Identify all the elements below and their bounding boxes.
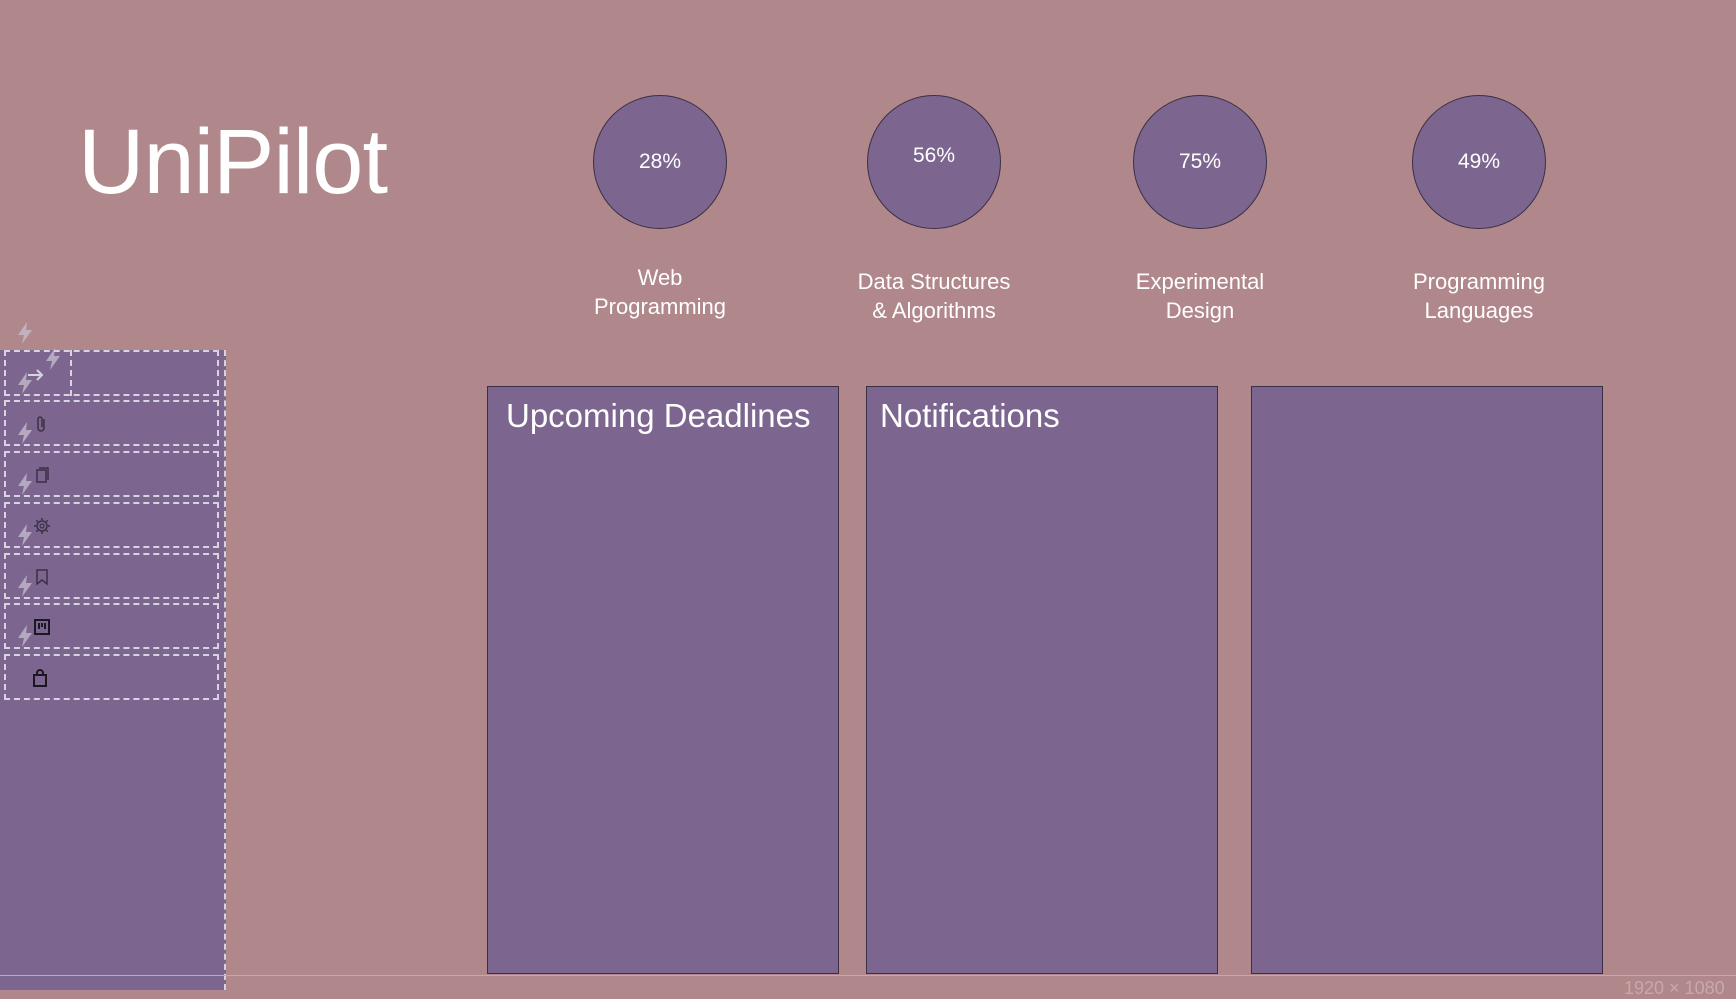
course-web-programming[interactable]: 28% Web Programming	[540, 95, 780, 321]
sidebar-item-shop[interactable]	[4, 654, 219, 700]
course-name: Data Structures & Algorithms	[857, 269, 1011, 323]
lightning-icon	[18, 625, 32, 647]
sidebar-item-bookmarks[interactable]	[4, 553, 219, 599]
panel-title: Upcoming Deadlines	[506, 397, 811, 434]
lightning-icon	[18, 422, 32, 444]
lightning-icon	[18, 473, 32, 495]
progress-circle[interactable]: 75%	[1133, 95, 1267, 229]
progress-circle[interactable]: 28%	[593, 95, 727, 229]
app-title: UniPilot	[78, 111, 388, 213]
canvas-size-label: 1920 × 1080	[1624, 978, 1725, 998]
panel-title: Notifications	[880, 397, 1060, 434]
board-icon	[34, 619, 50, 635]
course-name: Web Programming	[593, 265, 727, 319]
shopping-bag-icon	[33, 669, 47, 687]
sidebar-item-settings[interactable]	[4, 502, 219, 548]
lightning-icon	[18, 372, 32, 394]
sidebar-item-attachments[interactable]	[4, 400, 219, 446]
course-data-structures[interactable]: 56% Data Structures & Algorithms	[814, 95, 1054, 325]
lightning-icon	[18, 524, 32, 546]
sidebar-guide-box	[4, 350, 72, 396]
notifications-panel: Notifications	[866, 386, 1218, 974]
sidebar-item-logout[interactable]	[4, 350, 219, 396]
progress-circle[interactable]: 56%	[867, 95, 1001, 229]
lightning-icon	[18, 322, 32, 344]
gear-icon	[34, 518, 50, 534]
course-name: Programming Languages	[1412, 269, 1546, 323]
logout-arrow-icon	[28, 369, 44, 381]
lightning-icon	[46, 348, 60, 370]
bookmark-icon	[36, 569, 48, 586]
sidebar-item-board[interactable]	[4, 603, 219, 649]
paperclip-icon	[37, 416, 45, 432]
progress-circle[interactable]: 49%	[1412, 95, 1546, 229]
upcoming-deadlines-panel: Upcoming Deadlines	[487, 386, 839, 974]
copy-icon	[36, 467, 49, 483]
third-panel	[1251, 386, 1603, 974]
sidebar-item-copy[interactable]	[4, 451, 219, 497]
course-name: Experimental Design	[1135, 269, 1265, 323]
lightning-icon	[18, 575, 32, 597]
course-programming-languages[interactable]: 49% Programming Languages	[1359, 95, 1599, 325]
canvas-edge-line	[0, 975, 1736, 976]
course-experimental-design[interactable]: 75% Experimental Design	[1080, 95, 1320, 325]
